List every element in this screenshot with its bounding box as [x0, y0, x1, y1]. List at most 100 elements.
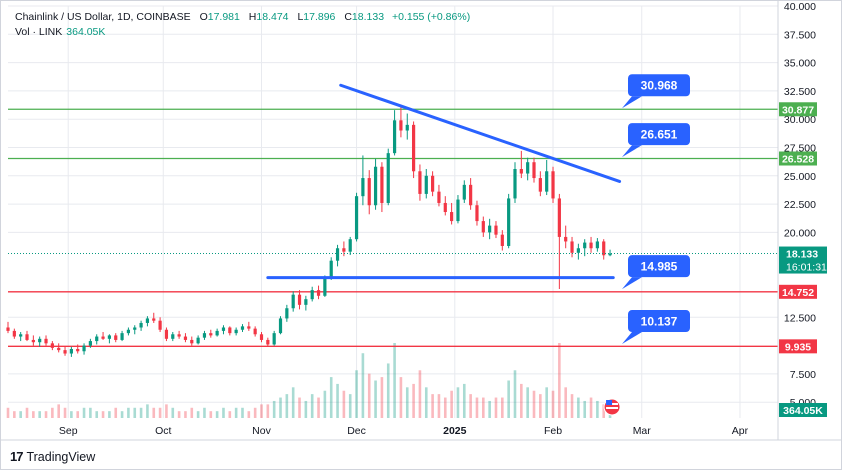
volume-bar	[70, 411, 73, 418]
candle-body	[145, 318, 150, 323]
candle-body	[183, 336, 188, 340]
candle-body	[114, 335, 118, 340]
candle-body	[247, 326, 251, 329]
candle-body	[488, 225, 492, 233]
volume-label[interactable]: Vol · LINK	[15, 26, 63, 38]
volume-bar	[291, 387, 295, 418]
volume-bar	[336, 383, 339, 418]
candle-body	[19, 334, 23, 337]
volume-bar	[520, 383, 523, 418]
trendline	[339, 83, 622, 183]
volume-bar	[367, 373, 371, 418]
candle-body	[367, 178, 371, 206]
candle-body	[228, 327, 232, 334]
x-tick-label: 2025	[443, 425, 467, 437]
candle-body	[475, 205, 479, 222]
volume-bar	[165, 404, 168, 418]
candle-body	[342, 248, 346, 252]
candle-body	[595, 241, 599, 249]
volume-bar	[348, 394, 352, 418]
volume-bar	[260, 404, 263, 418]
high-value: 18.474	[256, 11, 289, 23]
candle-body	[285, 308, 289, 319]
candle-body	[437, 191, 441, 203]
volume-bar	[6, 407, 10, 418]
volume-bar	[266, 404, 270, 418]
candle-body	[386, 153, 390, 203]
candle-body	[545, 171, 549, 192]
callout-box	[628, 255, 690, 278]
close-label: C	[344, 11, 352, 23]
candle-body	[196, 337, 200, 344]
candle-body	[291, 294, 295, 309]
candle-body	[202, 333, 207, 338]
candle-body	[190, 339, 194, 344]
volume-bar	[177, 411, 181, 418]
volume-bar	[114, 407, 118, 418]
candle-body	[411, 124, 416, 172]
callout-box	[628, 123, 690, 146]
volume-bar	[418, 370, 422, 418]
candle-body	[209, 333, 213, 336]
candle-body	[602, 241, 606, 256]
candle-body	[69, 348, 73, 354]
volume-bar	[317, 397, 320, 418]
candle-body	[551, 171, 555, 199]
volume-bar	[323, 390, 327, 418]
candle-body	[139, 322, 143, 328]
volume-bar	[127, 407, 130, 418]
volume-bar	[152, 407, 156, 418]
candle-body	[608, 253, 612, 256]
volume-bar	[380, 377, 384, 418]
candle-body	[399, 120, 403, 131]
candle-body	[354, 196, 359, 240]
candle-body	[500, 234, 504, 246]
candle-body	[361, 178, 365, 197]
level-tag	[779, 102, 817, 117]
callout-pointer	[622, 332, 642, 345]
candle-body	[126, 329, 131, 334]
candle-body	[221, 327, 226, 331]
candle-body	[304, 299, 308, 305]
volume-bar	[63, 407, 67, 418]
volume-bar	[545, 387, 548, 418]
symbol-title[interactable]: Chainlink / US Dollar, 1D, COINBASE	[15, 11, 191, 23]
y-tick-label: 32.500	[784, 86, 816, 98]
volume-bar	[304, 400, 308, 418]
candle-body	[538, 178, 542, 192]
level-tag-label: 14.752	[782, 287, 814, 299]
candle-body	[266, 339, 270, 345]
candle-body	[431, 175, 435, 192]
candle-body	[373, 166, 378, 206]
x-tick-label: Oct	[155, 425, 171, 437]
y-tick-label: 25.000	[784, 171, 816, 183]
callout-box	[628, 74, 690, 97]
volume-bar	[532, 390, 536, 418]
volume-bar	[412, 383, 415, 418]
level-tag	[779, 339, 817, 354]
volume-bar	[475, 397, 479, 418]
volume-bar	[602, 404, 606, 418]
candle-body	[526, 162, 530, 174]
volume-bar	[501, 397, 504, 418]
x-tick-label: Apr	[732, 425, 749, 437]
volume-bar	[25, 407, 29, 418]
candle-body	[519, 169, 523, 174]
tradingview-brand[interactable]: 17 TradingView	[10, 449, 95, 464]
candle-body	[50, 343, 54, 348]
change-value: +0.155 (+0.86%)	[391, 11, 471, 23]
candle-body	[418, 171, 422, 194]
volume-bar	[539, 394, 542, 418]
candle-body	[469, 184, 473, 206]
volume-bar	[133, 407, 137, 418]
volume-bar	[82, 407, 86, 418]
candle-body	[152, 318, 156, 321]
last-volume-tag	[779, 403, 827, 417]
last-price-label: 18.133	[786, 249, 818, 261]
volume-bar	[488, 400, 491, 418]
candle-body	[380, 166, 384, 203]
last-volume-label: 364.05K	[783, 405, 823, 417]
x-tick-label: Feb	[544, 425, 562, 437]
level-tag	[779, 151, 817, 166]
